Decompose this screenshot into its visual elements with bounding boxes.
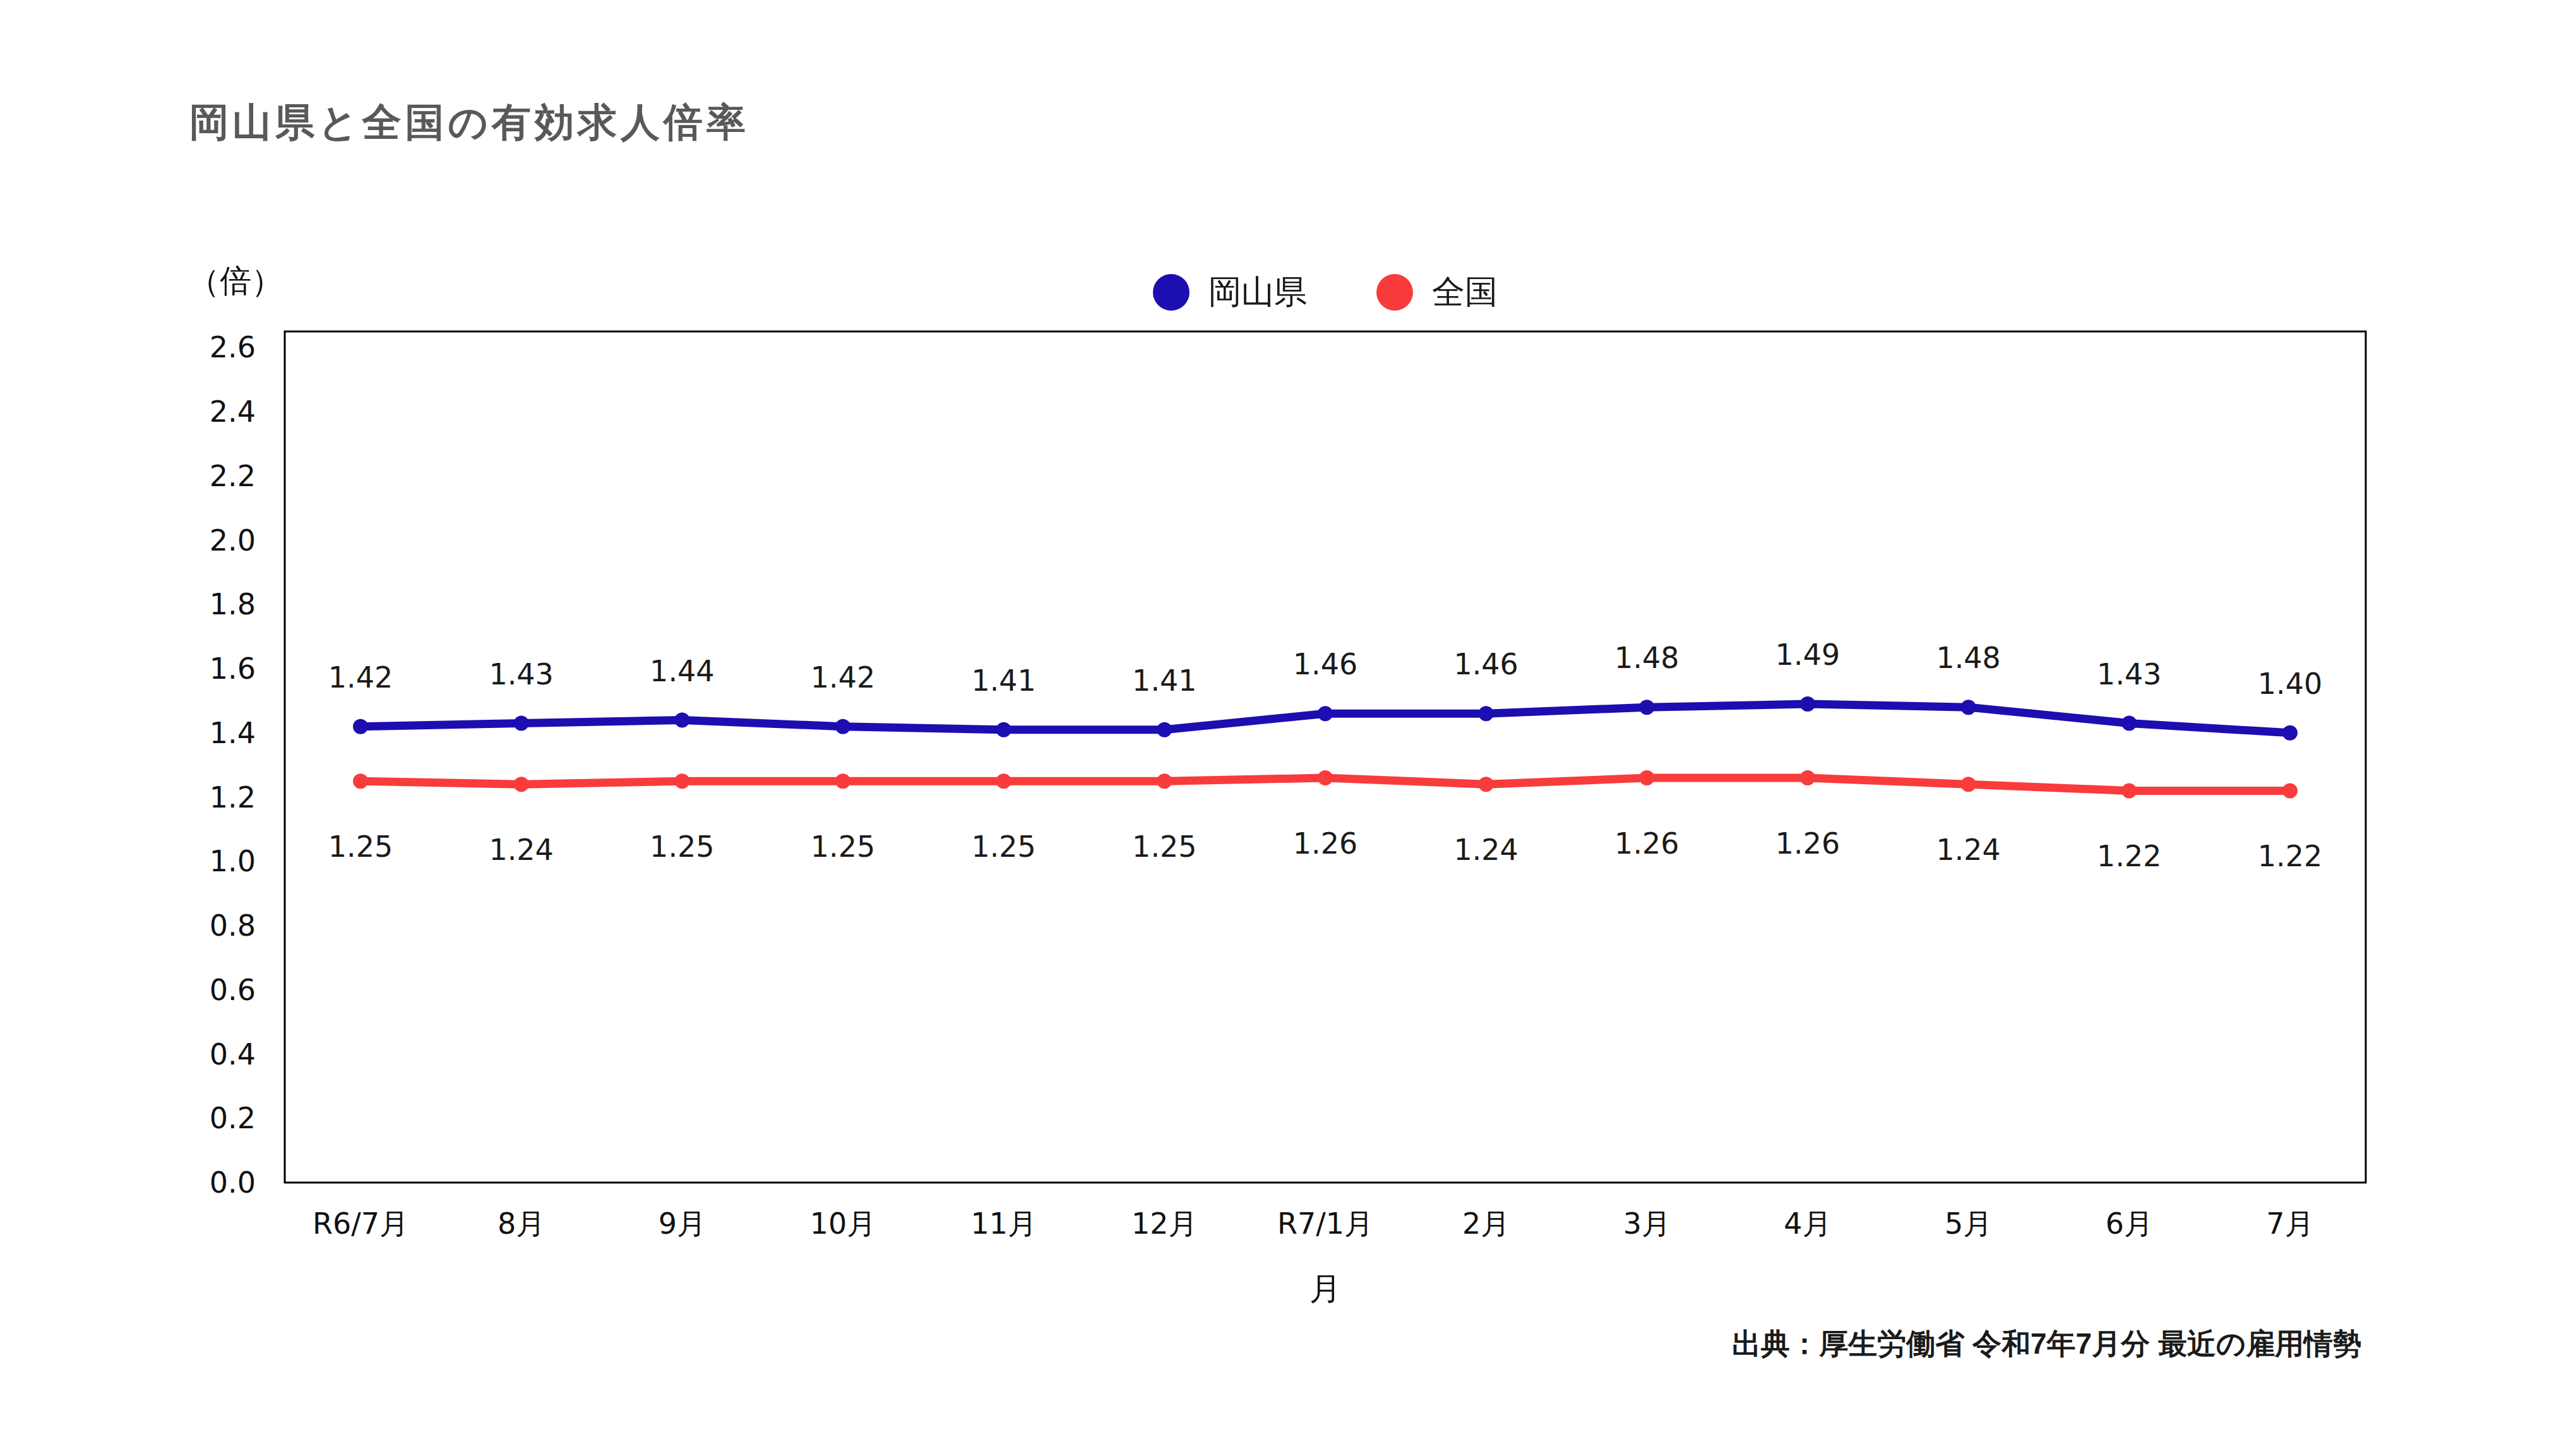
data-value-label: 1.26 xyxy=(1775,826,1840,861)
data-value-label: 1.25 xyxy=(811,830,875,864)
data-point xyxy=(1479,777,1494,792)
y-tick-label: 1.6 xyxy=(210,652,256,686)
data-point xyxy=(353,773,368,789)
data-point xyxy=(1800,770,1815,785)
data-value-label: 1.24 xyxy=(1453,833,1518,867)
x-tick-label: 6月 xyxy=(2106,1207,2153,1241)
chart-canvas: 0.0 0.2 0.4 0.6 0.8 1.0 1.2 1.4 1.6 1.8 2.0 2.2 2.4 2… xyxy=(0,0,2576,1449)
x-tick-label: 4月 xyxy=(1784,1207,1831,1241)
data-value-label: 1.49 xyxy=(1775,638,1840,672)
data-point xyxy=(1639,700,1654,715)
data-point xyxy=(514,777,529,792)
data-point xyxy=(674,713,689,728)
data-value-label: 1.22 xyxy=(2097,839,2161,873)
y-tick-label: 0.0 xyxy=(210,1166,256,1200)
y-tick-label: 2.6 xyxy=(210,330,256,364)
x-tick-label: 10月 xyxy=(810,1207,876,1241)
y-tick-label: 1.0 xyxy=(210,844,256,878)
data-value-label: 1.42 xyxy=(328,660,393,695)
data-point xyxy=(1157,722,1172,737)
data-value-label: 1.43 xyxy=(489,657,553,691)
data-value-label: 1.40 xyxy=(2258,667,2322,701)
data-point xyxy=(835,773,850,789)
data-value-label: 1.41 xyxy=(971,664,1035,698)
x-tick-label: 7月 xyxy=(2266,1207,2313,1241)
plot-border xyxy=(285,331,2366,1183)
source-note: 出典：厚生労働省 令和7年7月分 最近の雇用情勢 xyxy=(1732,1325,2362,1364)
data-value-label: 1.46 xyxy=(1453,647,1518,681)
x-axis-title: 月 xyxy=(285,1268,2366,1310)
x-tick-label: 12月 xyxy=(1131,1207,1198,1241)
x-tick-label: 5月 xyxy=(1945,1207,1992,1241)
y-tick-label: 1.8 xyxy=(210,587,256,621)
data-point xyxy=(996,722,1011,737)
data-value-label: 1.22 xyxy=(2258,839,2322,873)
x-tick-label: 2月 xyxy=(1462,1207,1510,1241)
data-point xyxy=(353,719,368,734)
data-point xyxy=(996,773,1011,789)
y-tick-label: 2.2 xyxy=(210,459,256,493)
y-tick-label: 0.8 xyxy=(210,909,256,943)
data-point xyxy=(1639,770,1654,785)
data-point xyxy=(1961,777,1976,792)
data-value-label: 1.24 xyxy=(1936,833,2000,867)
data-value-label: 1.41 xyxy=(1132,664,1196,698)
y-tick-label: 2.0 xyxy=(210,523,256,558)
y-tick-label: 1.2 xyxy=(210,780,256,814)
data-point xyxy=(1800,696,1815,712)
x-tick-label: 8月 xyxy=(498,1207,545,1241)
data-value-label: 1.46 xyxy=(1293,647,1357,681)
data-value-label: 1.25 xyxy=(650,830,714,864)
data-point xyxy=(2282,783,2298,798)
data-point xyxy=(514,716,529,731)
data-value-label: 1.26 xyxy=(1614,826,1679,861)
data-point xyxy=(2121,783,2137,798)
data-point xyxy=(1479,706,1494,721)
data-point xyxy=(1318,770,1333,785)
data-point xyxy=(1157,773,1172,789)
data-value-label: 1.25 xyxy=(328,830,393,864)
data-value-label: 1.24 xyxy=(489,833,553,867)
x-tick-label: R7/1月 xyxy=(1277,1207,1373,1241)
data-value-label: 1.44 xyxy=(650,654,714,688)
data-value-label: 1.43 xyxy=(2097,657,2161,691)
data-value-label: 1.48 xyxy=(1614,641,1679,675)
data-value-label: 1.25 xyxy=(1132,830,1196,864)
data-point xyxy=(1318,706,1333,721)
data-value-label: 1.42 xyxy=(811,660,875,695)
y-tick-label: 2.4 xyxy=(210,395,256,429)
chart-page: 岡山県と全国の有効求人倍率 （倍） 岡山県 全国 0.00.20.40.60.8… xyxy=(0,0,2576,1449)
y-tick-label: 1.4 xyxy=(210,716,256,750)
data-point xyxy=(2121,716,2137,731)
data-point xyxy=(835,719,850,734)
data-value-label: 1.48 xyxy=(1936,641,2000,675)
data-value-label: 1.25 xyxy=(971,830,1035,864)
data-point xyxy=(1961,700,1976,715)
data-point xyxy=(674,773,689,789)
x-tick-label: 3月 xyxy=(1623,1207,1671,1241)
y-tick-label: 0.4 xyxy=(210,1037,256,1071)
x-tick-label: R6/7月 xyxy=(313,1207,408,1241)
y-tick-label: 0.6 xyxy=(210,973,256,1007)
x-tick-label: 11月 xyxy=(970,1207,1037,1241)
y-tick-label: 0.2 xyxy=(210,1101,256,1135)
x-tick-label: 9月 xyxy=(659,1207,706,1241)
data-point xyxy=(2282,725,2298,741)
data-value-label: 1.26 xyxy=(1293,826,1357,861)
